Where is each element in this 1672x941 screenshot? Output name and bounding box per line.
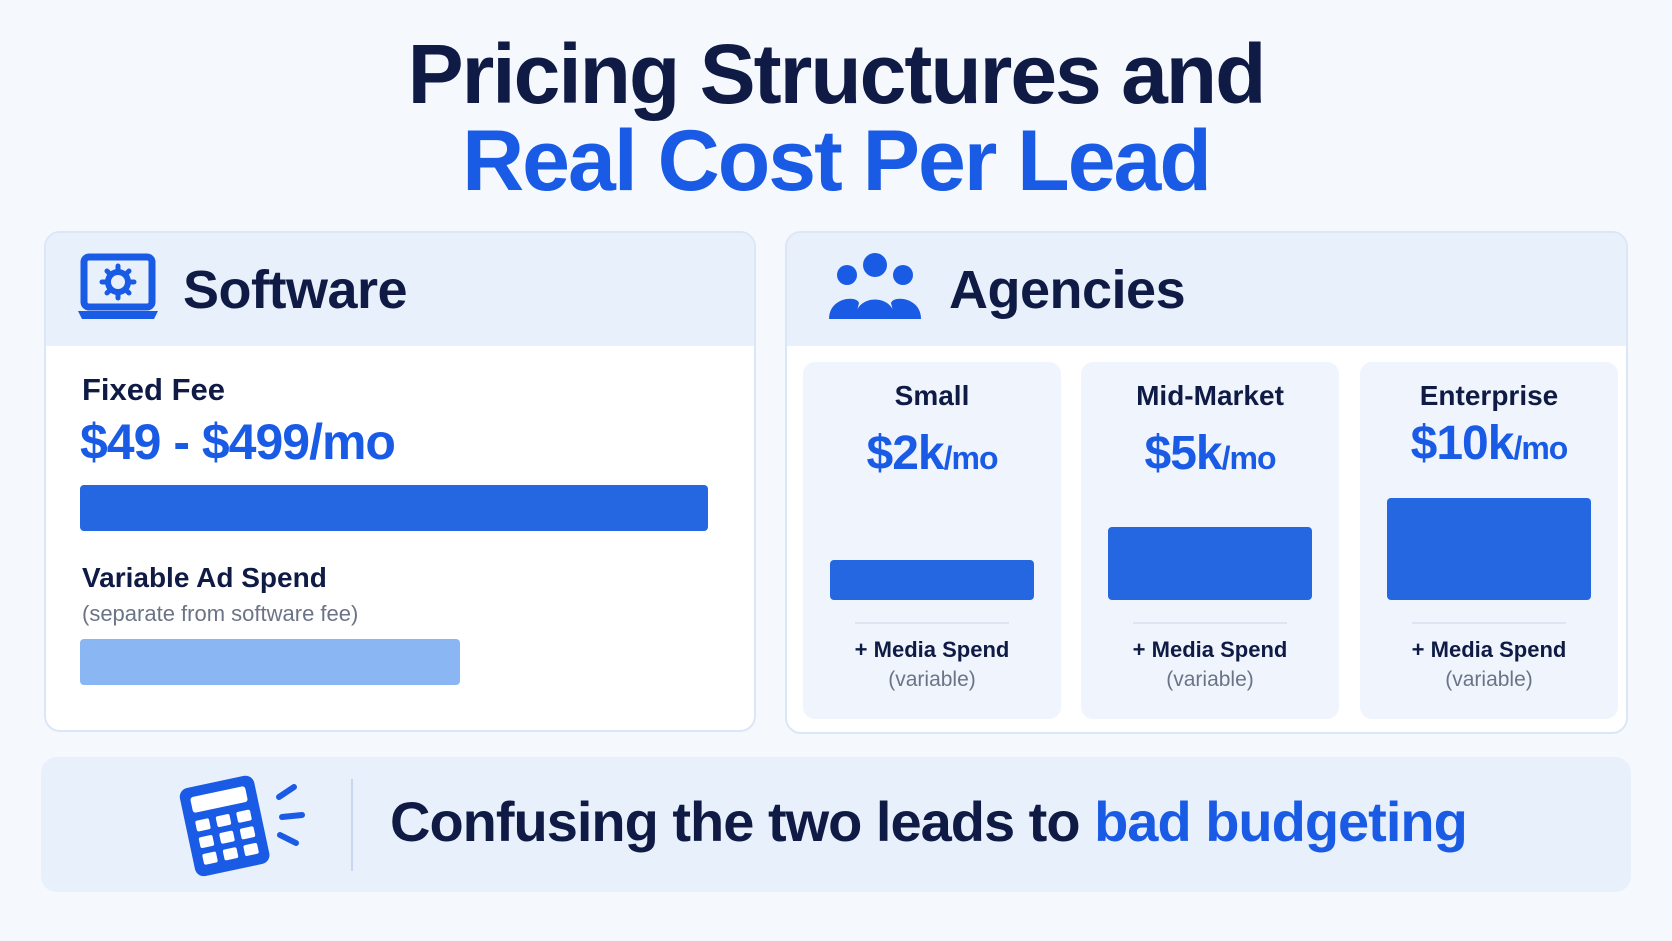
- tier-price-amount: $2k: [866, 427, 945, 480]
- divider: [1412, 622, 1566, 624]
- tier-price: $10k/mo: [1360, 416, 1618, 471]
- fixed-fee-label: Fixed Fee: [82, 372, 225, 407]
- tier-bar: [1387, 498, 1591, 600]
- tier-card-small: Small $2k/mo + Media Spend (variable): [803, 362, 1061, 719]
- takeaway-text-highlight: bad budgeting: [1094, 790, 1468, 853]
- software-header: Software: [46, 233, 754, 346]
- tier-price: $2k/mo: [803, 426, 1061, 481]
- tier-card-mid-market: Mid-Market $5k/mo + Media Spend (variabl…: [1081, 362, 1339, 719]
- tier-variable-note: (variable): [1166, 668, 1254, 691]
- tier-name: Enterprise: [1419, 380, 1559, 411]
- fixed-fee-bar: [80, 485, 708, 531]
- tier-name: Mid-Market: [1136, 380, 1284, 411]
- tier-media-spend: + Media Spend: [854, 637, 1010, 662]
- variable-ad-spend-label: Variable Ad Spend: [82, 562, 327, 593]
- software-panel: Software Fixed Fee $49 - $499/mo Variabl…: [44, 231, 756, 732]
- divider: [1133, 622, 1287, 624]
- tier-media-spend: + Media Spend: [1132, 637, 1288, 662]
- software-heading: Software: [183, 260, 408, 320]
- tier-bar: [830, 560, 1034, 600]
- title-line-1: Pricing Structures and: [407, 27, 1267, 121]
- variable-ad-spend-note: (separate from software fee): [82, 601, 359, 626]
- tier-media-spend: + Media Spend: [1411, 637, 1567, 662]
- tier-price-amount: $10k: [1410, 417, 1515, 470]
- takeaway-text-main: Confusing the two leads to: [390, 790, 1095, 853]
- agencies-heading: Agencies: [949, 260, 1186, 320]
- banner-divider: [351, 779, 353, 871]
- tier-variable-note: (variable): [1445, 668, 1533, 691]
- tier-price-amount: $5k: [1144, 427, 1223, 480]
- agencies-panel: Agencies Small $2k/mo + Media Spend (var…: [785, 231, 1628, 734]
- tier-price-unit: /mo: [1513, 430, 1568, 466]
- agencies-header: Agencies: [787, 233, 1626, 346]
- divider: [855, 622, 1009, 624]
- team-icon: [829, 253, 921, 319]
- fixed-fee-value: $49 - $499/mo: [80, 414, 396, 470]
- takeaway-banner: Confusing the two leads to bad budgeting: [41, 757, 1631, 892]
- variable-ad-spend-bar: [80, 639, 460, 685]
- tier-name: Small: [894, 380, 970, 411]
- tier-price: $5k/mo: [1081, 426, 1339, 481]
- title-line-2: Real Cost Per Lead: [462, 113, 1212, 209]
- tier-card-enterprise: Enterprise $10k/mo + Media Spend (variab…: [1360, 362, 1618, 719]
- tier-variable-note: (variable): [888, 668, 976, 691]
- laptop-gear-icon: [78, 253, 158, 319]
- takeaway-text: Confusing the two leads to bad budgeting: [390, 789, 1468, 854]
- calculator-icon: [179, 775, 305, 877]
- tier-price-unit: /mo: [1221, 440, 1277, 476]
- tier-bar: [1108, 527, 1312, 600]
- tier-price-unit: /mo: [943, 440, 999, 476]
